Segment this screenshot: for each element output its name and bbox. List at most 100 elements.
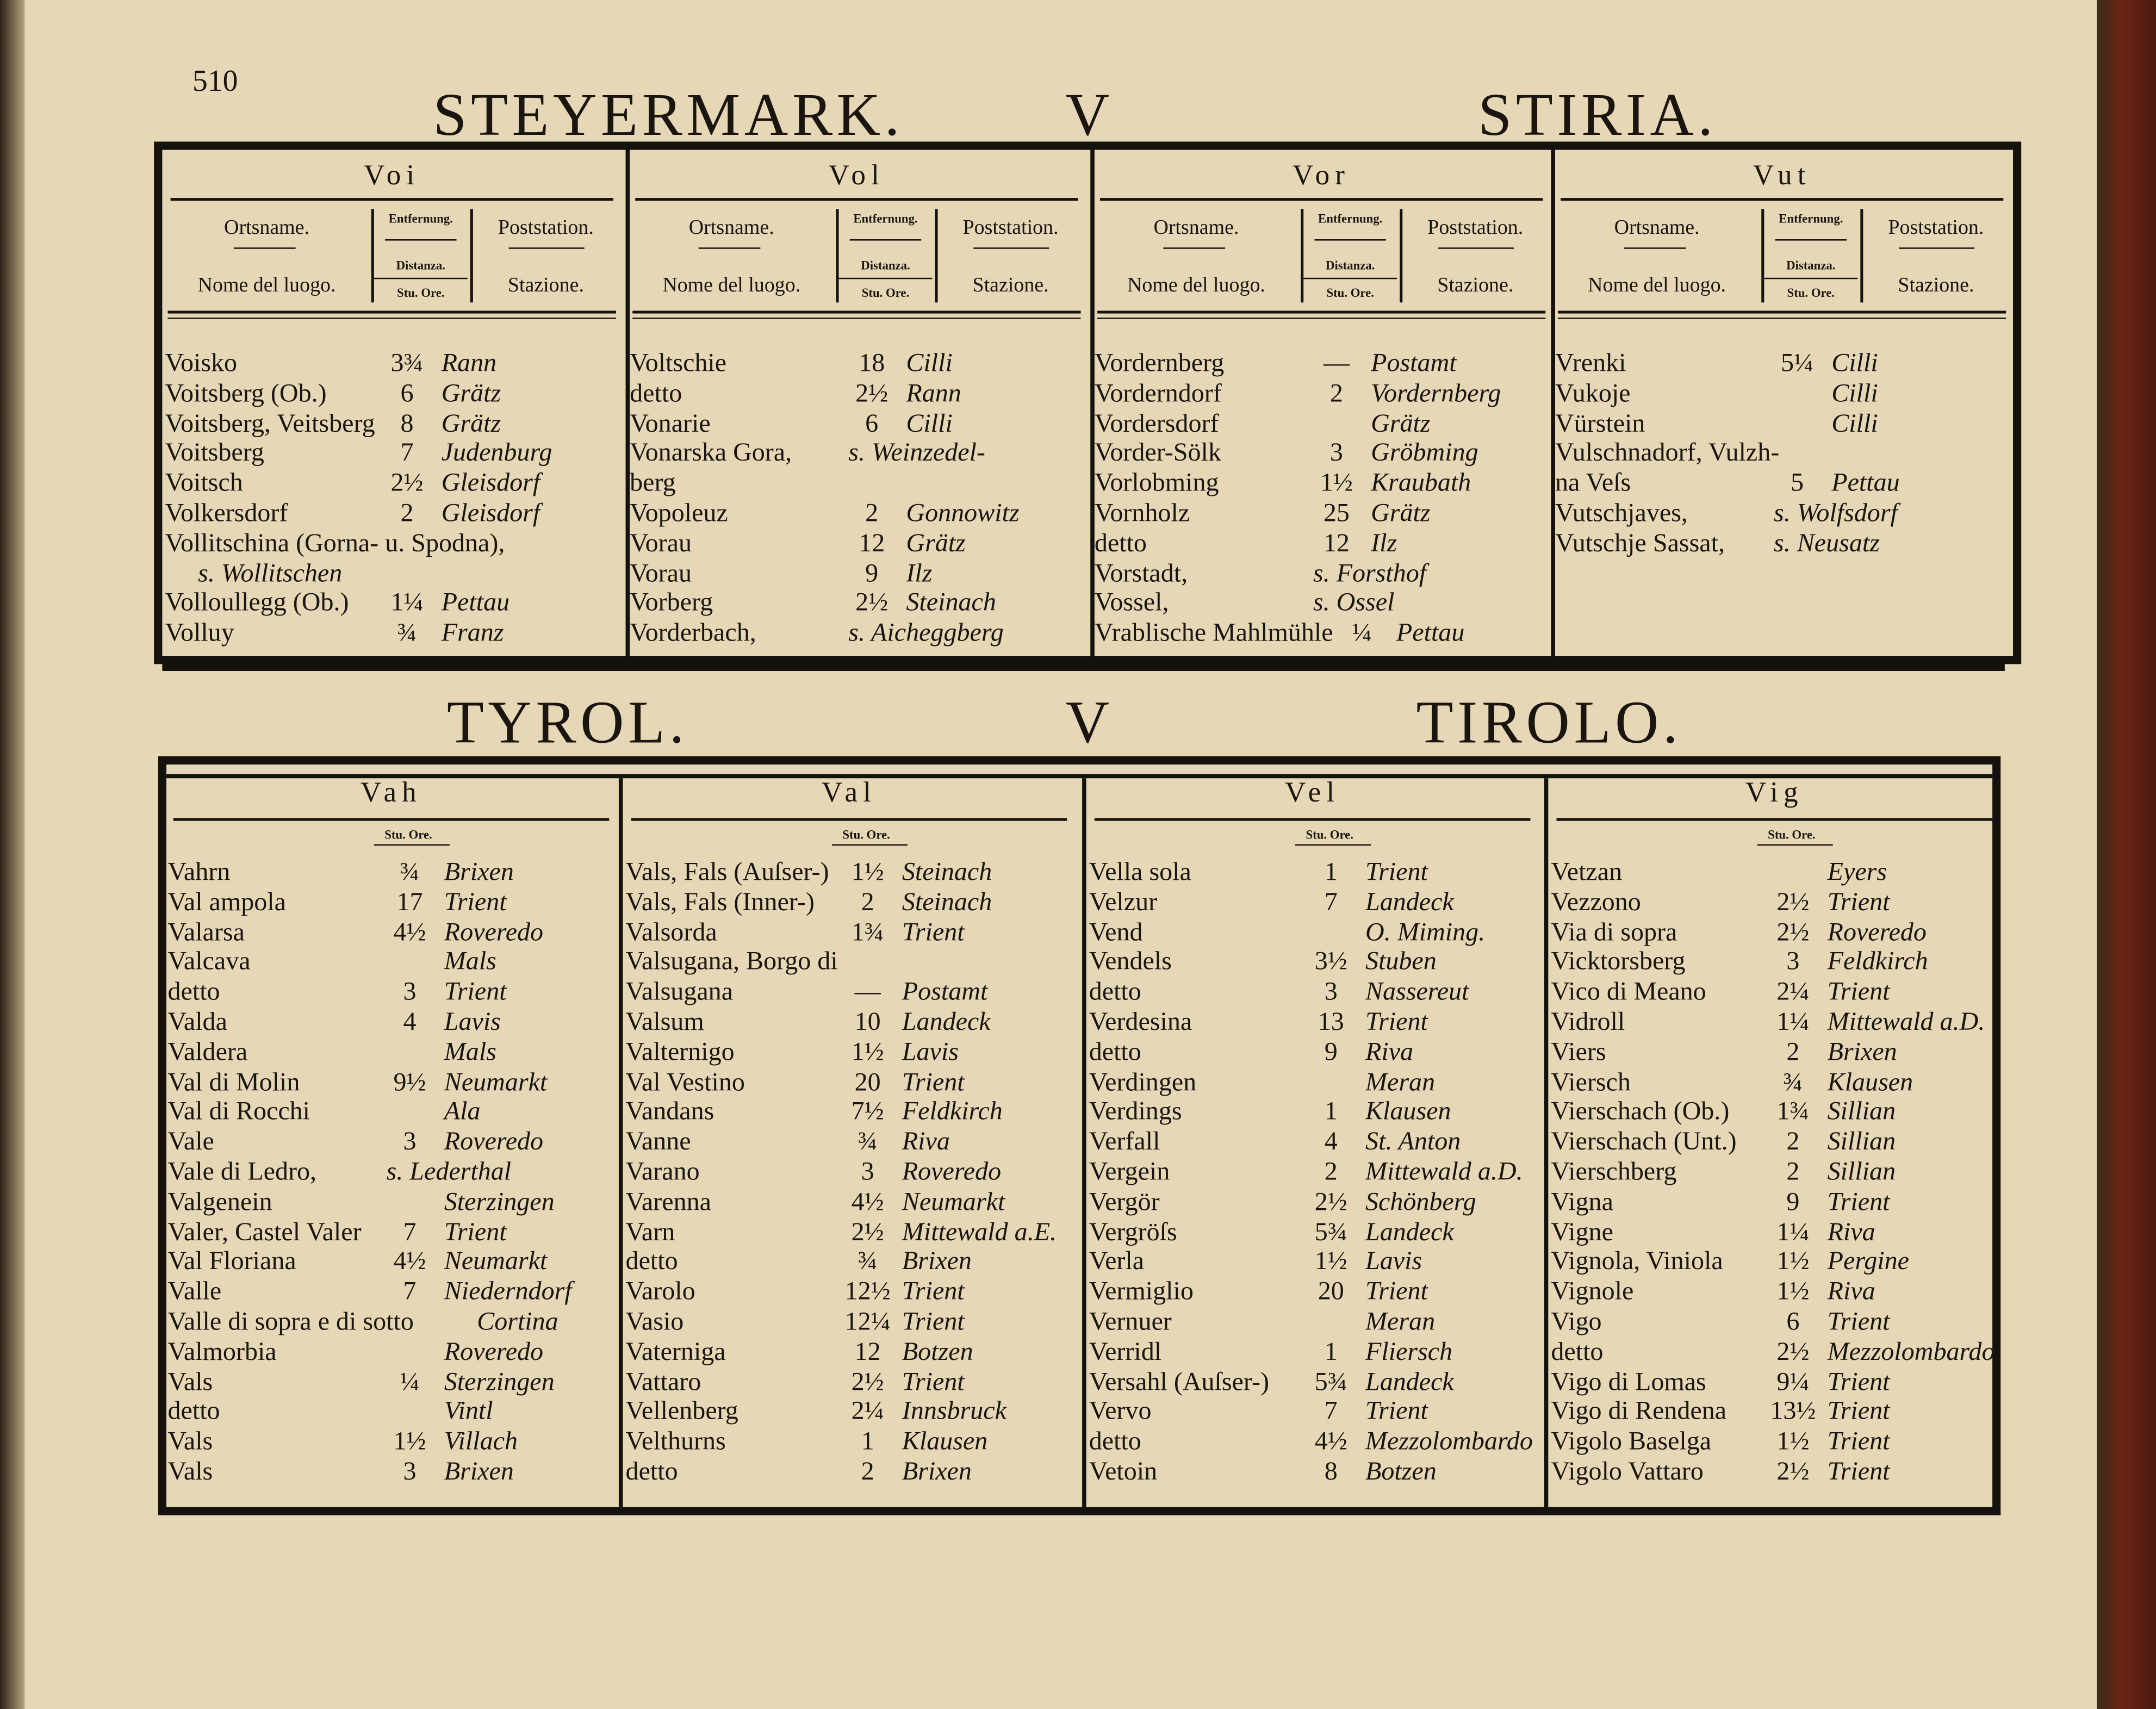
place-name: Vierschach (Ob.) xyxy=(1551,1097,1730,1127)
header-label: Stazione. xyxy=(972,275,1049,297)
distance: 1¼ xyxy=(1776,1217,1810,1247)
column-divider xyxy=(1090,148,1095,657)
distance: 3 xyxy=(1324,978,1338,1007)
section-title: V xyxy=(1065,688,1114,756)
entry-row: Vigolo Baselga 1½ Trient xyxy=(1551,1427,1998,1457)
place-name: Vandans xyxy=(625,1097,714,1127)
entry-row: Vanne ¾ Riva xyxy=(626,1128,1073,1158)
place-name: Vicktorsberg xyxy=(1551,948,1686,977)
post-station: Gleisdorf xyxy=(441,499,540,529)
distance: 1¼ xyxy=(1776,1008,1810,1037)
entry-row: Vordernberg — Postamt xyxy=(1095,349,1548,379)
header-rule xyxy=(1775,239,1847,241)
head-rule xyxy=(631,818,1067,821)
post-station: Kraubath xyxy=(1371,469,1471,498)
place-name: detto xyxy=(167,978,220,1007)
entry-row: Vorberg 2½ Steinach xyxy=(630,589,1083,619)
distance: 2½ xyxy=(1776,1337,1810,1367)
distance: 4½ xyxy=(393,1247,426,1277)
place-name: Vernuer xyxy=(1089,1307,1172,1337)
place-name: Vigolo Vattaro xyxy=(1551,1457,1704,1487)
place-name: Vergein xyxy=(1089,1158,1170,1187)
post-station: Brixen xyxy=(444,857,514,887)
place-name: Vordersdorf xyxy=(1094,409,1219,438)
header-label: Distanza. xyxy=(861,258,910,272)
place-name: Valmorbia xyxy=(167,1337,277,1367)
header-label: Distanza. xyxy=(1786,258,1836,272)
place-name: Valle xyxy=(167,1277,222,1307)
post-station: Pettau xyxy=(1831,469,1900,498)
place-name: Vorderndorf xyxy=(1094,379,1222,408)
place-name: Vigne xyxy=(1551,1217,1613,1247)
place-name: Vorlobming xyxy=(1094,469,1219,498)
distance: 2 xyxy=(1329,379,1343,408)
post-station: Landeck xyxy=(902,1008,991,1037)
entry-row: Vulschnadorf, Vulzh- xyxy=(1555,439,2009,469)
post-station: Gröbming xyxy=(1371,439,1478,468)
place-name: Varolo xyxy=(625,1277,695,1307)
entry-row: detto 3 Nassereut xyxy=(1089,978,1536,1008)
post-station: Vordernberg xyxy=(1371,379,1501,408)
entry-row: Vahrn ¾ Brixen xyxy=(168,858,615,888)
post-station: s. Ossel xyxy=(1313,589,1395,618)
column: Vut Ortsname. Nome del luogo. Entfernung. Di… xyxy=(1555,148,2009,657)
entry-row: Vezzono 2½ Trient xyxy=(1551,888,1998,918)
place-name: Vals xyxy=(167,1457,213,1487)
entry-row: Vigna 9 Trient xyxy=(1551,1188,1998,1217)
place-name: detto xyxy=(1089,978,1141,1007)
distance: 1½ xyxy=(851,1037,884,1067)
entry-row: Vutschje Sassat, s. Neusatz xyxy=(1555,529,2009,559)
post-station: Trient xyxy=(444,888,507,917)
header-divider xyxy=(470,209,473,303)
post-station: Trient xyxy=(1365,1008,1428,1037)
column: Vig Stu. Ore. Vetzan Eyers Vezzono 2½ Trient Vi… xyxy=(1551,775,1998,1507)
place-name: Viers xyxy=(1551,1037,1606,1067)
entry-row: Valcava Mals xyxy=(168,948,615,978)
entry-row: s. Wollitschen xyxy=(165,559,618,589)
post-station: s. Lederthal xyxy=(386,1158,512,1187)
post-station: Mals xyxy=(444,948,496,977)
entry-row: Volluy ¾ Franz xyxy=(165,619,618,649)
distance: 5¾ xyxy=(1314,1217,1347,1247)
header-rule xyxy=(698,247,761,249)
post-station: Steinach xyxy=(906,589,996,618)
entry-row: Valer, Castel Valer 7 Trient xyxy=(168,1217,615,1247)
head-rule xyxy=(635,198,1078,201)
column-divider xyxy=(625,148,630,657)
place-name: Val Vestino xyxy=(625,1067,745,1097)
column-head: Vol xyxy=(828,158,885,191)
place-name: Val di Molin xyxy=(167,1067,300,1097)
column: Vor Ortsname. Nome del luogo. Entfernung. Di… xyxy=(1095,148,1548,657)
distance: 1½ xyxy=(1776,1247,1810,1277)
post-station: Trient xyxy=(902,1368,965,1397)
head-rule xyxy=(173,818,610,821)
post-station: Mittewald a.D. xyxy=(1827,1008,1985,1037)
distance: 25 xyxy=(1323,499,1350,529)
entry-row: Vale 3 Roveredo xyxy=(168,1128,615,1158)
distance: 5¼ xyxy=(1780,349,1814,378)
entry-row: Vorau 9 Ilz xyxy=(630,559,1083,589)
entry-row: Vals, Fals (Auſser-) 1½ Steinach xyxy=(626,858,1073,888)
entry-row: Valda 4 Lavis xyxy=(168,1008,615,1038)
post-station: Trient xyxy=(1365,1397,1428,1427)
place-name: Vigo di Rendena xyxy=(1551,1397,1727,1427)
distance-blank xyxy=(1302,918,1360,948)
post-station: Trient xyxy=(1827,1307,1890,1337)
distance: 9 xyxy=(1324,1037,1338,1067)
post-station: Rann xyxy=(441,349,497,378)
post-station: Nassereut xyxy=(1365,978,1469,1007)
distance: 7 xyxy=(403,1217,417,1247)
post-station: Ala xyxy=(444,1097,481,1127)
place-name: Vigolo Baselga xyxy=(1551,1427,1712,1457)
header-divider xyxy=(1761,209,1764,303)
place-name: Vonarie xyxy=(630,409,711,438)
header-rule xyxy=(1314,239,1386,241)
unit-rule xyxy=(1295,844,1371,846)
place-name: Varn xyxy=(625,1217,675,1247)
entry-row: Versahl (Auſser-) 5¾ Landeck xyxy=(1089,1368,1536,1397)
header-rule xyxy=(1764,277,1858,279)
entry-row: Vale di Ledro, s. Lederthal xyxy=(168,1158,615,1188)
post-station: Trient xyxy=(1365,857,1428,887)
spacer xyxy=(816,0,1068,1709)
entry-row: Val Floriana 4½ Neumarkt xyxy=(168,1248,615,1278)
